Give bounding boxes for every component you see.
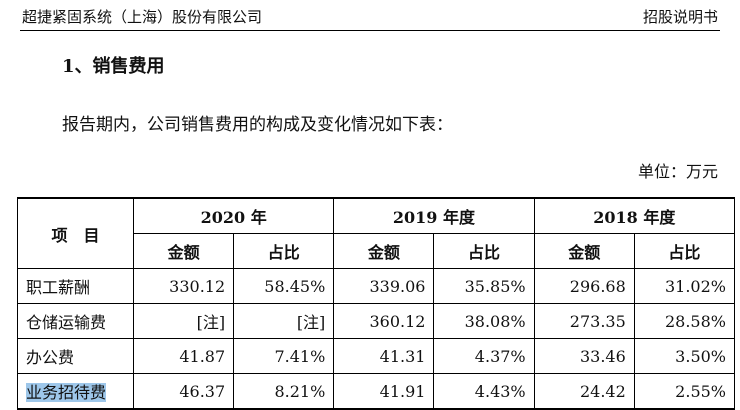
cell: 4.43% (433, 373, 535, 410)
table-row: 仓储运输费 [注] [注] 360.12 38.08% 273.35 28.58… (17, 303, 736, 339)
year-header-2018: 2018 年度 (533, 197, 736, 234)
ratio-header: 占比 (233, 233, 335, 269)
cell: 8.21% (233, 373, 335, 410)
header-divider (20, 30, 720, 31)
table-row: 办公费 41.87 7.41% 41.31 4.37% 33.46 3.50% (17, 338, 736, 374)
table-row: 业务招待费 46.37 8.21% 41.91 4.43% 24.42 2.55… (17, 373, 736, 410)
cell: [注] (132, 303, 235, 339)
cell: 330.12 (132, 268, 235, 304)
highlighted-text: 业务招待费 (26, 383, 107, 402)
ratio-header: 占比 (633, 233, 736, 269)
row-label: 办公费 (17, 338, 134, 374)
intro-paragraph: 报告期内，公司销售费用的构成及变化情况如下表： (62, 115, 453, 135)
year-header-2020: 2020 年 (132, 197, 335, 234)
cell: 33.46 (533, 338, 635, 374)
cell: 58.45% (233, 268, 335, 304)
year-header-2019: 2019 年度 (333, 197, 535, 234)
document-type: 招股说明书 (642, 8, 718, 26)
cell: 273.35 (533, 303, 635, 339)
cell: 41.87 (132, 338, 235, 374)
company-name: 超捷紧固系统（上海）股份有限公司 (22, 8, 263, 26)
cell: 339.06 (333, 268, 435, 304)
cell: 296.68 (533, 268, 635, 304)
amount-header: 金额 (132, 233, 235, 269)
cell: 31.02% (633, 268, 736, 304)
row-label: 职工薪酬 (17, 268, 134, 304)
cell: [注] (233, 303, 335, 339)
cell: 2.55% (633, 373, 736, 410)
section-title: 1、销售费用 (62, 56, 165, 77)
cell: 46.37 (132, 373, 235, 410)
cell: 4.37% (433, 338, 535, 374)
item-header: 项 目 (17, 197, 134, 269)
row-label: 业务招待费 (17, 373, 134, 410)
cell: 28.58% (633, 303, 736, 339)
cell: 35.85% (433, 268, 535, 304)
unit-note: 单位：万元 (637, 162, 718, 181)
row-label: 仓储运输费 (17, 303, 134, 339)
amount-header: 金额 (533, 233, 635, 269)
cell: 38.08% (433, 303, 535, 339)
ratio-header: 占比 (433, 233, 535, 269)
cell: 41.31 (333, 338, 435, 374)
sales-expense-table: 项 目 2020 年 2019 年度 2018 年度 金额 占比 金额 占比 金… (17, 197, 736, 410)
cell: 3.50% (633, 338, 736, 374)
cell: 360.12 (333, 303, 435, 339)
amount-header: 金额 (333, 233, 435, 269)
table-row: 职工薪酬 330.12 58.45% 339.06 35.85% 296.68 … (17, 268, 736, 304)
cell: 24.42 (533, 373, 635, 410)
cell: 7.41% (233, 338, 335, 374)
cell: 41.91 (333, 373, 435, 410)
